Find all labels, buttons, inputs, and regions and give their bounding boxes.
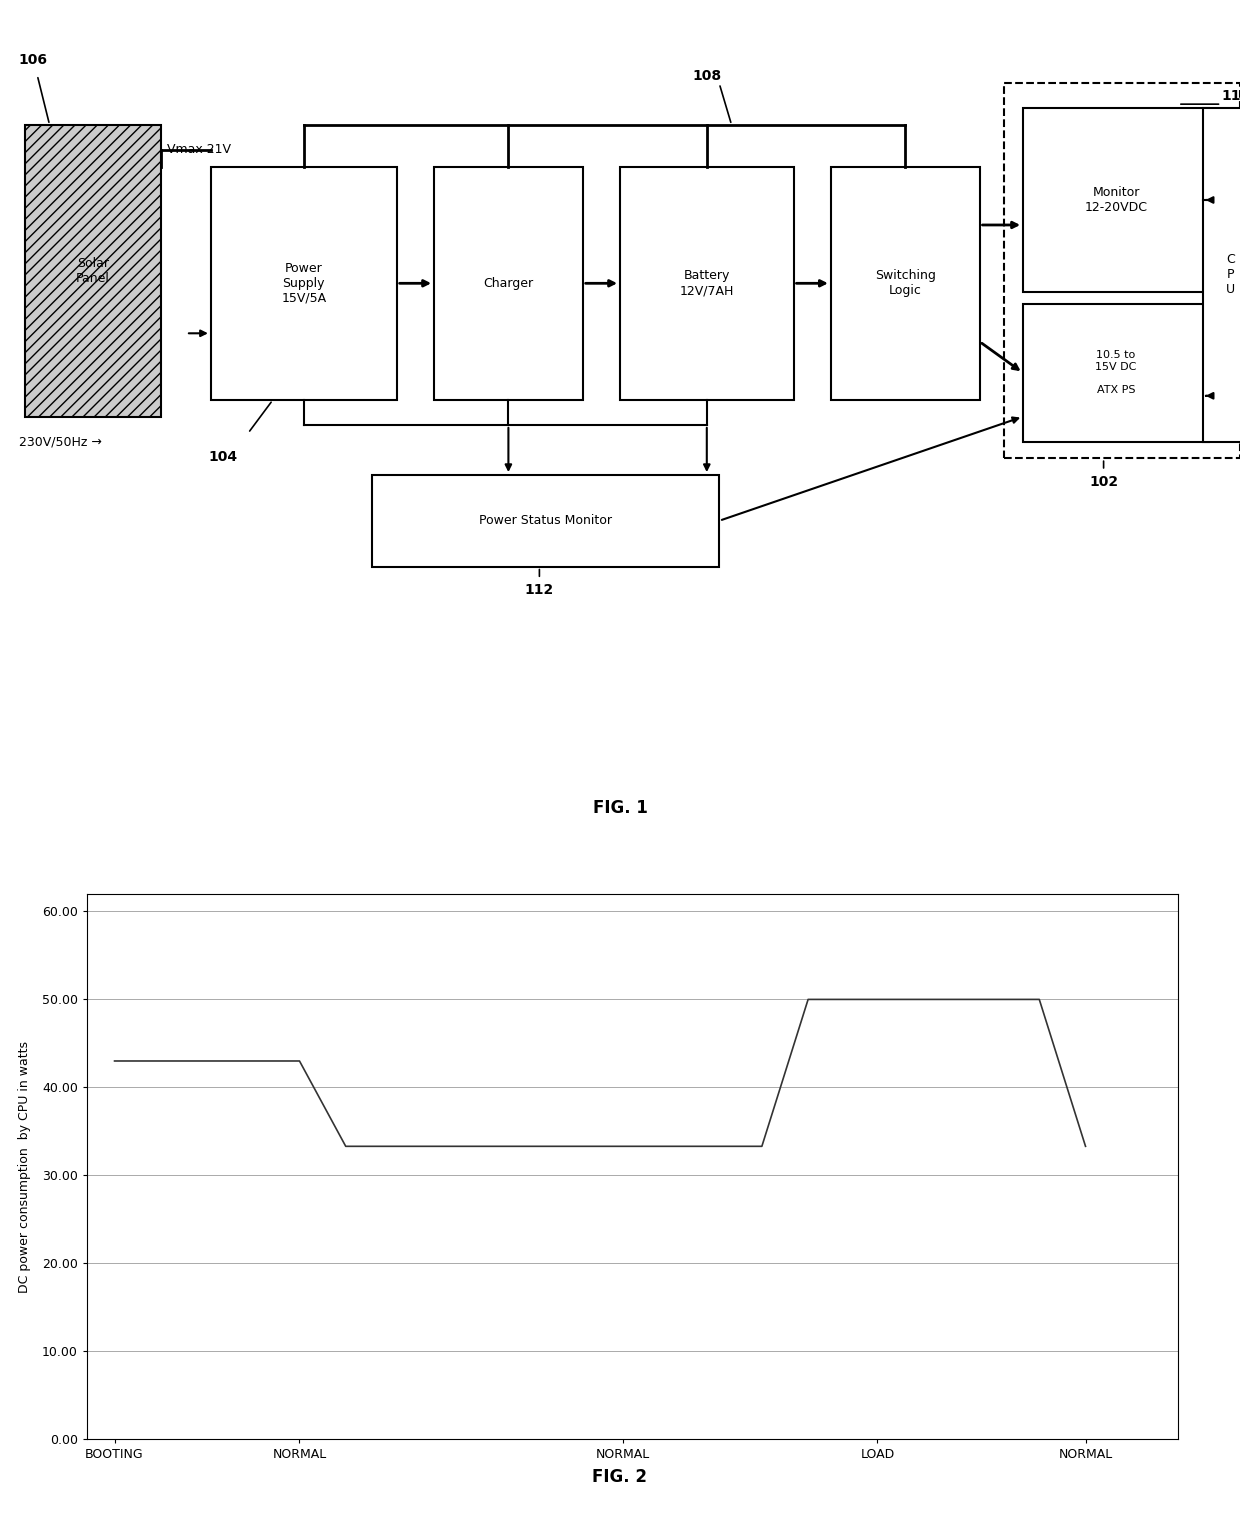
Text: 230V/50Hz →: 230V/50Hz → [19, 435, 102, 448]
FancyBboxPatch shape [25, 124, 161, 417]
FancyBboxPatch shape [211, 167, 397, 400]
Text: 104: 104 [208, 450, 238, 464]
Text: 10.5 to
15V DC

ATX PS: 10.5 to 15V DC ATX PS [1095, 350, 1137, 395]
FancyBboxPatch shape [1023, 109, 1209, 291]
FancyBboxPatch shape [434, 167, 583, 400]
FancyBboxPatch shape [1023, 305, 1209, 442]
Text: 108: 108 [692, 70, 722, 83]
FancyBboxPatch shape [372, 474, 719, 567]
FancyBboxPatch shape [1004, 83, 1240, 458]
Text: Power
Supply
15V/5A: Power Supply 15V/5A [281, 262, 326, 305]
Text: Switching
Logic: Switching Logic [874, 270, 936, 297]
Text: Charger: Charger [484, 277, 533, 289]
Text: C
P
U: C P U [1226, 253, 1235, 297]
Text: 112: 112 [525, 583, 554, 597]
Text: Battery
12V/7AH: Battery 12V/7AH [680, 270, 734, 297]
Text: Vmax 21V: Vmax 21V [167, 144, 232, 156]
Text: 106: 106 [19, 53, 47, 67]
Text: FIG. 1: FIG. 1 [593, 800, 647, 817]
Text: FIG. 2: FIG. 2 [593, 1468, 647, 1486]
Text: 110: 110 [1221, 89, 1240, 103]
Text: Power Status Monitor: Power Status Monitor [479, 514, 613, 527]
FancyBboxPatch shape [831, 167, 980, 400]
FancyBboxPatch shape [620, 167, 794, 400]
Text: Monitor
12-20VDC: Monitor 12-20VDC [1085, 186, 1147, 214]
FancyBboxPatch shape [1203, 109, 1240, 442]
Text: 102: 102 [1089, 474, 1118, 489]
Y-axis label: DC power consumption  by CPU in watts: DC power consumption by CPU in watts [17, 1041, 31, 1292]
Text: Solar
Panel: Solar Panel [76, 258, 110, 285]
